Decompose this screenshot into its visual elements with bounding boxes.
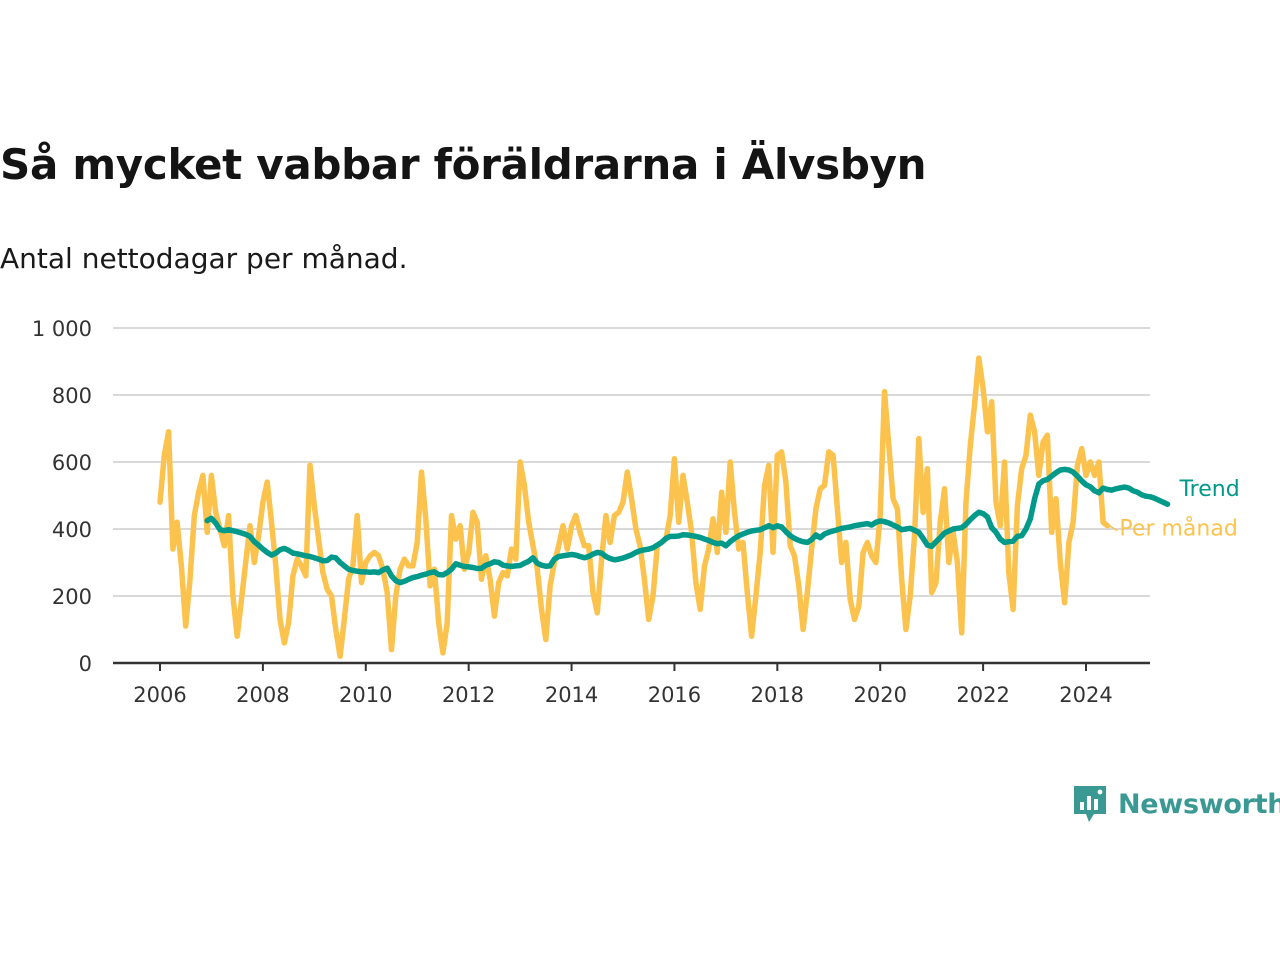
y-axis-labels: 0 200 400 600 800 1 000 (32, 317, 92, 676)
x-tick-label: 2008 (236, 683, 289, 707)
series-label-trend: Trend (1178, 477, 1239, 502)
x-tick-label: 2006 (133, 683, 186, 707)
x-tick-label: 2020 (853, 683, 906, 707)
chart-subtitle: Antal nettodagar per månad. (0, 242, 408, 275)
x-tick-label: 2014 (545, 683, 598, 707)
x-tick-label: 2018 (751, 683, 804, 707)
series-label-leader (1109, 525, 1118, 532)
x-tick-label: 2016 (648, 683, 701, 707)
series-label-per-manad: Per månad (1119, 516, 1237, 542)
y-tick-label: 600 (52, 451, 92, 475)
x-axis-ticks (159, 663, 1087, 671)
y-tick-label: 200 (52, 585, 92, 609)
brand-name: Newsworthy (1118, 788, 1280, 820)
x-axis-labels: 2006 2008 2010 2012 2014 2016 2018 2020 2022 2024 (133, 683, 1112, 707)
series-labels: Per månad Trend (1109, 477, 1240, 542)
x-tick-label: 2010 (339, 683, 392, 707)
series-line-trend (204, 466, 1171, 586)
y-tick-label: 1 000 (32, 317, 92, 341)
x-tick-label: 2024 (1059, 683, 1112, 707)
y-tick-label: 800 (52, 384, 92, 408)
x-tick-label: 2022 (956, 683, 1009, 707)
newsworthy-logo-icon (1074, 786, 1106, 822)
y-tick-label: 0 (79, 652, 92, 676)
chart-title: Så mycket vabbar föräldrarna i Älvsbyn (0, 140, 927, 189)
series-lines (157, 355, 1171, 660)
series-line-per-manad (157, 355, 1111, 660)
brand-logo[interactable]: Newsworthy (1072, 784, 1280, 824)
y-tick-label: 400 (52, 518, 92, 542)
x-tick-label: 2012 (442, 683, 495, 707)
